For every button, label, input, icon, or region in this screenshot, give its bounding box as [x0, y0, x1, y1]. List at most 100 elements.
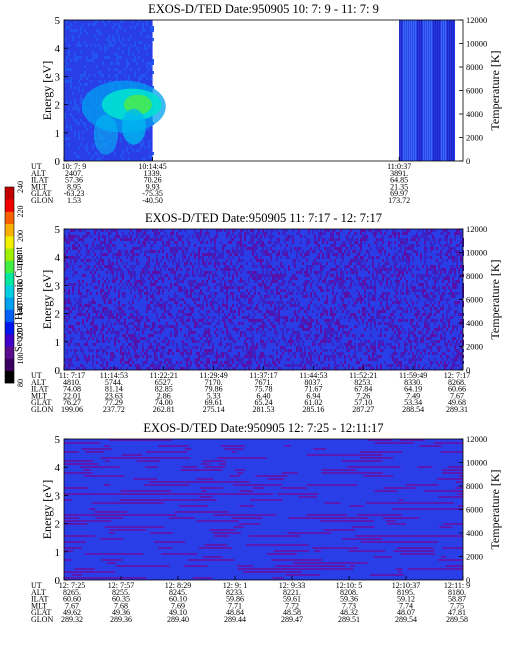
spectrogram-cell	[192, 316, 194, 319]
spectrogram-cell	[260, 235, 262, 238]
spectrogram-cell	[244, 295, 246, 298]
spectrogram-cell	[448, 286, 450, 289]
spectrogram-cell	[246, 247, 248, 250]
spectrogram-cell	[280, 298, 282, 301]
spectrogram-cell	[334, 361, 336, 364]
spectrogram-cell	[112, 62, 114, 65]
spectrogram-cell	[268, 313, 270, 316]
spectrogram-cell	[324, 277, 326, 280]
spectrogram-cell	[402, 328, 404, 331]
spectrogram-cell	[150, 29, 152, 32]
spectrogram-cell	[214, 244, 216, 247]
spectrogram-cell	[78, 304, 80, 307]
spectrogram-cell	[238, 301, 240, 304]
spectrogram-cell	[302, 292, 304, 295]
spectrogram-cell	[312, 298, 314, 301]
row-label: GLON	[31, 405, 53, 414]
spectrogram-cell	[122, 364, 124, 367]
spectrogram-cell	[350, 241, 352, 244]
spectrogram-cell	[254, 274, 256, 277]
spectrogram-cell	[102, 286, 104, 289]
spectrogram-cell	[246, 307, 248, 310]
spectrogram-cell	[406, 292, 408, 295]
spectrogram-cell	[426, 271, 428, 274]
spectrogram-cell	[310, 364, 312, 367]
spectrogram-cell	[140, 74, 142, 77]
spectrogram-cell	[72, 35, 74, 38]
spectrogram-cell	[232, 247, 234, 250]
spectrogram-cell	[66, 137, 68, 140]
spectrogram-cell	[64, 316, 66, 319]
spectrogram-cell	[452, 358, 454, 361]
spectrogram-cell	[82, 295, 84, 298]
spectrogram-cell	[196, 253, 198, 256]
spectrogram-cell	[84, 235, 86, 238]
spectrogram-cell	[340, 337, 342, 340]
spectrogram-cell	[408, 289, 410, 292]
spectrogram-cell	[416, 349, 418, 352]
spectrogram-cell	[80, 229, 82, 232]
spectrogram-cell	[204, 328, 206, 331]
spectrogram-cell	[348, 232, 350, 235]
spectrogram-cell	[314, 355, 316, 358]
spectrogram-cell	[264, 325, 266, 328]
spectrogram-cell	[334, 337, 336, 340]
spectrogram-cell	[342, 346, 344, 349]
spectrogram-cell	[100, 358, 102, 361]
spectrogram-cell	[228, 256, 230, 259]
spectrogram-cell	[250, 241, 252, 244]
spectrogram-cell	[202, 316, 204, 319]
spectrogram-cell	[298, 343, 300, 346]
spectrogram-cell	[454, 358, 456, 361]
spectrogram-cell	[416, 316, 418, 319]
spectrogram-cell	[422, 337, 424, 340]
spectrogram-cell	[90, 235, 92, 238]
spectrogram-cell	[362, 310, 364, 313]
spectrogram-cell	[360, 340, 362, 343]
spectrogram-cell	[440, 271, 442, 274]
spectrogram-cell	[400, 367, 402, 370]
spectrogram-cell	[84, 146, 86, 149]
spectrogram-cell	[330, 310, 332, 313]
spectrogram-cell	[198, 238, 200, 241]
spectrogram-cell	[140, 77, 142, 80]
spectrogram-cell	[140, 280, 142, 283]
spectrogram-cell	[348, 355, 350, 358]
spectrogram-cell	[196, 304, 198, 307]
spectrogram-cell	[208, 367, 210, 370]
spectrogram-cell	[384, 361, 386, 364]
spectrogram-cell	[228, 331, 230, 334]
spectrogram-cell	[324, 355, 326, 358]
spectrogram-cell	[232, 286, 234, 289]
spectrogram-cell	[450, 295, 452, 298]
spectrogram-cell	[66, 367, 68, 370]
spectrogram-cell	[154, 352, 156, 355]
spectrogram-cell	[116, 256, 118, 259]
spectrogram-cell	[146, 319, 148, 322]
spectrogram-cell	[146, 128, 148, 131]
spectrogram-cell	[76, 256, 78, 259]
spectrogram-cell	[216, 334, 218, 337]
spectrogram-cell	[346, 295, 348, 298]
spectrogram-cell	[64, 137, 66, 140]
spectrogram-cell	[110, 310, 112, 313]
spectrogram-cell	[392, 319, 394, 322]
spectrogram-cell	[445, 20, 447, 161]
spectrogram-cell	[118, 310, 120, 313]
spectrogram-cell	[78, 292, 80, 295]
spectrogram-cell	[368, 256, 370, 259]
spectrogram-cell	[332, 319, 334, 322]
spectrogram-cell	[96, 56, 98, 59]
spectrogram-cell	[88, 59, 90, 62]
spectrogram-cell	[434, 280, 436, 283]
spectrogram-cell	[434, 268, 436, 271]
spectrogram-cell	[64, 325, 66, 328]
spectrogram-cell	[451, 20, 453, 161]
spectrogram-cell	[248, 247, 250, 250]
spectrogram-cell	[168, 352, 170, 355]
spectrogram-cell	[232, 232, 234, 235]
spectrogram-cell	[362, 265, 364, 268]
spectrogram-cell	[258, 301, 260, 304]
spectrogram-cell	[456, 286, 458, 289]
spectrogram-cell	[242, 295, 244, 298]
